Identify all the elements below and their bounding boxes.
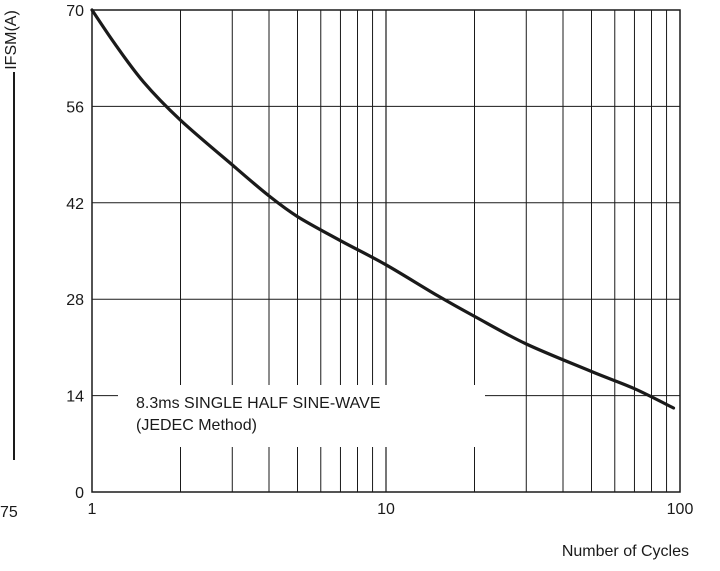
y-axis-label: IFSM(A) <box>3 10 20 70</box>
side-fragment-label: 75 <box>0 504 18 521</box>
y-tick-label: 0 <box>75 485 84 502</box>
tick-labels: 0 14 28 42 56 70 1 10 100 <box>66 3 693 518</box>
annotation-background <box>118 386 485 438</box>
plot-border <box>91 9 681 493</box>
y-tick-label: 14 <box>66 389 84 406</box>
y-tick-label: 70 <box>66 3 84 20</box>
x-axis-label: Number of Cycles <box>562 543 689 560</box>
y-tick-label: 56 <box>66 99 84 116</box>
x-tick-label: 1 <box>88 501 97 518</box>
x-tick-label: 100 <box>667 501 694 518</box>
y-tick-label: 28 <box>66 292 84 309</box>
x-tick-label: 10 <box>377 501 395 518</box>
series-group <box>90 8 676 410</box>
annotation-line-2: (JEDEC Method) <box>136 417 257 434</box>
y-tick-label: 42 <box>66 196 84 213</box>
series-line-1 <box>90 8 676 410</box>
annotation-line-1: 8.3ms SINGLE HALF SINE-WAVE <box>136 395 381 412</box>
annotation-group: 8.3ms SINGLE HALF SINE-WAVE (JEDEC Method… <box>118 386 485 438</box>
plot-frame <box>91 9 681 493</box>
grid-lines <box>92 10 680 492</box>
